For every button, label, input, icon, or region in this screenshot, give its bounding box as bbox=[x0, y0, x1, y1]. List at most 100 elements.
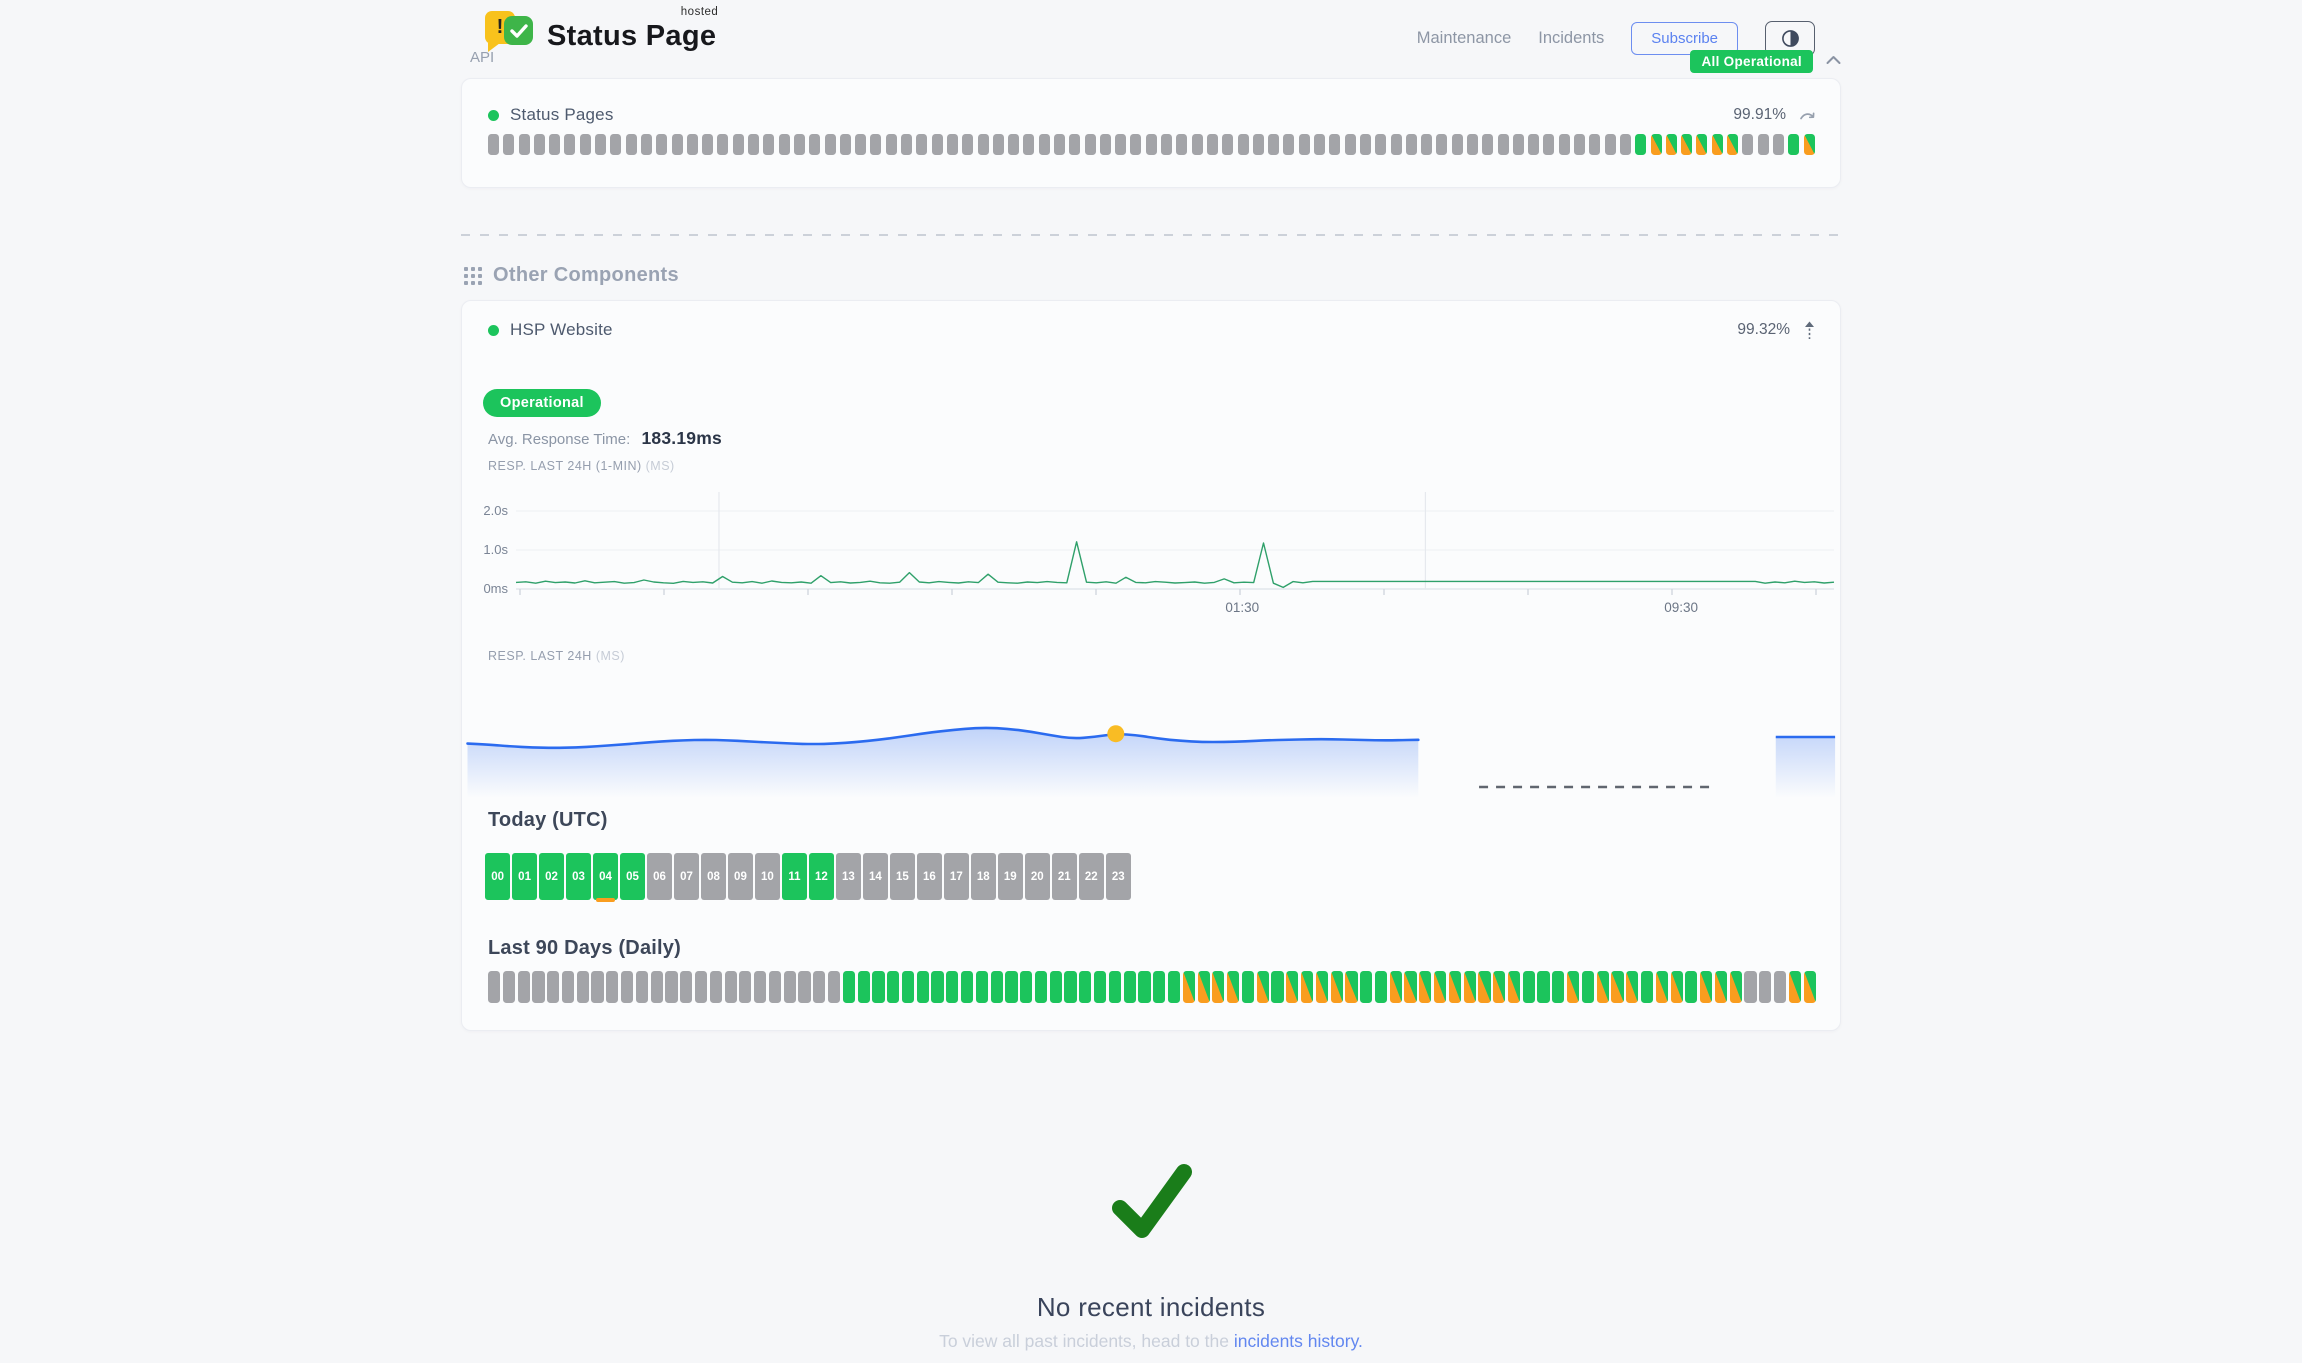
uptime-bar[interactable] bbox=[1589, 134, 1601, 155]
uptime-bar[interactable] bbox=[1197, 971, 1210, 1003]
uptime-bar[interactable] bbox=[532, 971, 545, 1003]
uptime-bar[interactable] bbox=[1681, 134, 1693, 155]
subscribe-button[interactable]: Subscribe bbox=[1631, 22, 1738, 55]
uptime-bar[interactable] bbox=[1421, 134, 1433, 155]
hour-block-21[interactable]: 21 bbox=[1051, 853, 1077, 900]
uptime-bar[interactable] bbox=[1436, 134, 1448, 155]
uptime-bar[interactable] bbox=[1360, 971, 1373, 1003]
dashed-up-arrow-icon[interactable] bbox=[1803, 321, 1816, 340]
uptime-bar[interactable] bbox=[1389, 971, 1402, 1003]
hour-block-02[interactable]: 02 bbox=[538, 853, 565, 900]
uptime-bar[interactable] bbox=[763, 134, 775, 155]
uptime-bar[interactable] bbox=[992, 134, 1004, 155]
uptime-bar[interactable] bbox=[671, 134, 683, 155]
uptime-bar[interactable] bbox=[1315, 971, 1328, 1003]
uptime-bar[interactable] bbox=[1574, 134, 1586, 155]
uptime-bar[interactable] bbox=[1268, 134, 1280, 155]
uptime-bar[interactable] bbox=[1635, 134, 1647, 155]
uptime-bar[interactable] bbox=[1084, 134, 1096, 155]
uptime-bar[interactable] bbox=[916, 971, 929, 1003]
uptime-bar[interactable] bbox=[709, 971, 722, 1003]
uptime-bar[interactable] bbox=[1448, 971, 1461, 1003]
uptime-bar[interactable] bbox=[1145, 134, 1157, 155]
uptime-bar[interactable] bbox=[1463, 971, 1476, 1003]
uptime-bar[interactable] bbox=[576, 971, 589, 1003]
uptime-bar[interactable] bbox=[665, 971, 678, 1003]
uptime-bar[interactable] bbox=[547, 971, 560, 1003]
hour-block-13[interactable]: 13 bbox=[835, 853, 861, 900]
uptime-bar[interactable] bbox=[1374, 971, 1388, 1003]
uptime-bar[interactable] bbox=[1670, 971, 1683, 1003]
uptime-bar[interactable] bbox=[1757, 134, 1769, 155]
uptime-bar[interactable] bbox=[872, 971, 885, 1003]
uptime-bar[interactable] bbox=[977, 134, 989, 155]
uptime-bar[interactable] bbox=[1375, 134, 1387, 155]
uptime-bar[interactable] bbox=[1567, 971, 1580, 1003]
uptime-bar[interactable] bbox=[1161, 134, 1173, 155]
app-logo[interactable]: ! hosted Status Page bbox=[485, 6, 718, 56]
uptime-bar[interactable] bbox=[1222, 134, 1234, 155]
uptime-bar[interactable] bbox=[1237, 134, 1249, 155]
uptime-bar[interactable] bbox=[1788, 134, 1800, 155]
uptime-bar[interactable] bbox=[1176, 134, 1188, 155]
uptime-bar[interactable] bbox=[946, 134, 958, 155]
uptime-bar[interactable] bbox=[1451, 134, 1463, 155]
hour-block-10[interactable]: 10 bbox=[754, 853, 781, 900]
response-time-area-chart[interactable] bbox=[462, 684, 1842, 806]
uptime-bar[interactable] bbox=[1619, 134, 1631, 155]
uptime-bar[interactable] bbox=[1405, 134, 1417, 155]
uptime-bar[interactable] bbox=[1581, 971, 1594, 1003]
hour-block-06[interactable]: 06 bbox=[646, 853, 673, 900]
uptime-bar[interactable] bbox=[1053, 134, 1065, 155]
uptime-bar[interactable] bbox=[1537, 971, 1550, 1003]
uptime-bar[interactable] bbox=[1020, 971, 1033, 1003]
uptime-bar[interactable] bbox=[1390, 134, 1402, 155]
uptime-bar[interactable] bbox=[1512, 134, 1524, 155]
uptime-bar[interactable] bbox=[1227, 971, 1240, 1003]
uptime-bar[interactable] bbox=[1543, 134, 1555, 155]
uptime-bar[interactable] bbox=[855, 134, 867, 155]
uptime-bar[interactable] bbox=[748, 134, 760, 155]
uptime-bar[interactable] bbox=[1359, 134, 1371, 155]
uptime-bar[interactable] bbox=[1528, 134, 1540, 155]
uptime-bar[interactable] bbox=[1696, 134, 1708, 155]
uptime-bar[interactable] bbox=[1064, 971, 1077, 1003]
uptime-bar[interactable] bbox=[783, 971, 796, 1003]
uptime-bar[interactable] bbox=[1478, 971, 1491, 1003]
uptime-bar[interactable] bbox=[1711, 134, 1723, 155]
uptime-bar[interactable] bbox=[1497, 134, 1509, 155]
uptime-bar[interactable] bbox=[1344, 134, 1356, 155]
uptime-bar[interactable] bbox=[621, 971, 634, 1003]
uptime-bar[interactable] bbox=[1286, 971, 1299, 1003]
uptime-bar[interactable] bbox=[931, 971, 944, 1003]
hour-block-03[interactable]: 03 bbox=[565, 853, 592, 900]
uptime-bar[interactable] bbox=[1744, 971, 1757, 1003]
incidents-history-link[interactable]: incidents history bbox=[1233, 1331, 1359, 1351]
hour-block-07[interactable]: 07 bbox=[673, 853, 700, 900]
uptime-bar[interactable] bbox=[1241, 971, 1255, 1003]
uptime-bar[interactable] bbox=[1742, 134, 1754, 155]
hour-block-14[interactable]: 14 bbox=[862, 853, 888, 900]
uptime-bar[interactable] bbox=[1640, 971, 1654, 1003]
uptime-bar[interactable] bbox=[1759, 971, 1772, 1003]
uptime-bar[interactable] bbox=[809, 134, 821, 155]
uptime-bar[interactable] bbox=[1153, 971, 1166, 1003]
uptime-bar[interactable] bbox=[579, 134, 591, 155]
uptime-bar[interactable] bbox=[870, 134, 882, 155]
uptime-bar[interactable] bbox=[931, 134, 943, 155]
uptime-bar[interactable] bbox=[1493, 971, 1506, 1003]
uptime-bar[interactable] bbox=[1507, 971, 1521, 1003]
uptime-bar[interactable] bbox=[793, 134, 805, 155]
uptime-bar[interactable] bbox=[686, 134, 698, 155]
uptime-bar[interactable] bbox=[591, 971, 604, 1003]
uptime-bar[interactable] bbox=[798, 971, 811, 1003]
uptime-bar[interactable] bbox=[1626, 971, 1639, 1003]
uptime-bar[interactable] bbox=[732, 134, 744, 155]
uptime-bar[interactable] bbox=[901, 971, 915, 1003]
uptime-bar[interactable] bbox=[1108, 971, 1121, 1003]
uptime-bar[interactable] bbox=[1123, 971, 1136, 1003]
uptime-bar[interactable] bbox=[1049, 971, 1062, 1003]
uptime-bar[interactable] bbox=[1167, 971, 1181, 1003]
uptime-bar[interactable] bbox=[625, 134, 637, 155]
uptime-bar[interactable] bbox=[1665, 134, 1677, 155]
